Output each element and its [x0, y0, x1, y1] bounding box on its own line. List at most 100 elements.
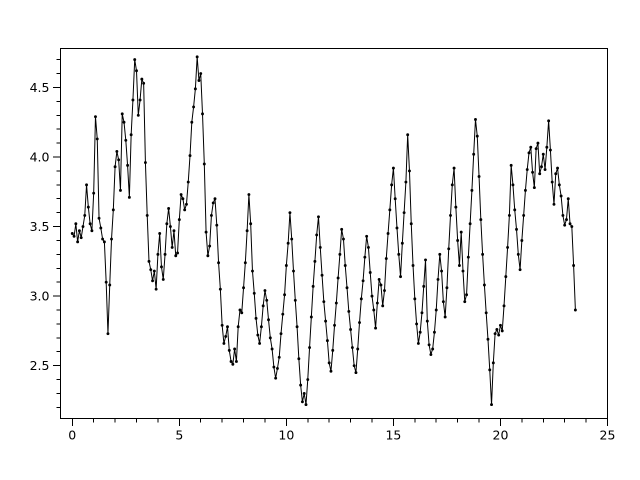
- data-point: [377, 277, 381, 281]
- data-point: [145, 213, 149, 217]
- data-point: [120, 112, 124, 116]
- data-point: [529, 145, 533, 149]
- data-point: [179, 193, 183, 196]
- data-point: [450, 183, 454, 187]
- data-point: [572, 264, 576, 267]
- data-point: [197, 79, 201, 82]
- y-axis-tick-label: 3.5: [30, 219, 50, 234]
- data-point: [573, 308, 577, 312]
- data-point: [568, 222, 572, 226]
- data-point: [288, 211, 292, 215]
- data-point: [202, 162, 206, 166]
- data-point: [297, 357, 301, 361]
- data-point: [531, 170, 535, 174]
- data-point: [434, 308, 438, 312]
- data-point: [138, 98, 142, 102]
- data-point: [92, 191, 96, 195]
- data-point: [160, 265, 163, 269]
- data-point: [193, 87, 197, 91]
- data-point: [447, 247, 451, 251]
- data-point: [420, 311, 424, 315]
- data-point: [481, 252, 485, 256]
- data-point: [124, 138, 128, 142]
- data-point: [188, 154, 192, 158]
- data-point: [318, 245, 322, 249]
- data-point: [350, 346, 354, 350]
- data-point: [388, 208, 392, 212]
- data-point: [242, 286, 245, 290]
- data-point: [393, 197, 397, 201]
- data-point: [390, 183, 394, 187]
- data-point: [561, 213, 565, 217]
- data-point: [343, 264, 347, 267]
- data-point: [293, 298, 297, 302]
- data-point: [265, 298, 269, 302]
- data-point: [375, 301, 379, 305]
- data-point: [399, 275, 402, 279]
- x-axis-tick-label: 10: [278, 428, 294, 443]
- data-point: [363, 255, 367, 259]
- data-point: [256, 333, 260, 337]
- data-point: [516, 252, 520, 256]
- data-point: [268, 336, 272, 340]
- data-point: [548, 148, 552, 152]
- data-point: [274, 376, 278, 380]
- data-point: [415, 322, 419, 326]
- data-point: [493, 332, 497, 336]
- data-point: [113, 165, 117, 169]
- data-point: [520, 239, 524, 242]
- data-point: [70, 232, 74, 235]
- data-point: [204, 230, 208, 234]
- data-point: [322, 300, 326, 304]
- data-point: [523, 188, 527, 192]
- data-point: [90, 229, 94, 233]
- data-point: [126, 163, 130, 167]
- data-point: [513, 208, 517, 212]
- data-point: [309, 315, 313, 319]
- data-point: [99, 226, 103, 230]
- data-point: [431, 347, 435, 351]
- data-point: [429, 353, 433, 356]
- data-point: [397, 252, 401, 256]
- data-point: [201, 112, 204, 116]
- data-point: [279, 332, 283, 336]
- data-point: [461, 269, 465, 273]
- data-point: [365, 234, 369, 238]
- data-point: [538, 172, 542, 176]
- data-point: [474, 117, 477, 121]
- data-point: [541, 152, 545, 156]
- data-point: [222, 341, 226, 345]
- data-point: [470, 188, 474, 192]
- data-point: [108, 283, 112, 287]
- data-point: [499, 323, 502, 327]
- data-point: [317, 215, 320, 219]
- data-point: [254, 316, 258, 320]
- data-point: [324, 319, 328, 323]
- data-point: [566, 197, 570, 201]
- data-point: [547, 119, 551, 123]
- data-point: [277, 355, 281, 359]
- data-point: [472, 152, 476, 156]
- data-point: [286, 241, 290, 245]
- x-axis-tick-label: 25: [600, 428, 616, 443]
- data-point: [270, 347, 274, 351]
- data-point: [384, 257, 388, 260]
- data-point: [459, 230, 463, 234]
- data-point: [347, 309, 351, 313]
- data-point: [231, 362, 235, 366]
- data-point: [557, 183, 561, 187]
- data-point: [554, 172, 558, 176]
- data-point: [361, 279, 365, 283]
- data-point: [186, 180, 190, 184]
- data-point: [349, 328, 353, 331]
- data-point: [432, 330, 436, 334]
- data-point: [86, 205, 90, 209]
- data-point: [443, 315, 447, 319]
- data-point: [452, 166, 456, 170]
- data-point: [563, 223, 567, 227]
- data-point: [83, 213, 87, 217]
- data-point: [304, 403, 308, 407]
- data-point: [156, 252, 160, 256]
- data-point: [506, 245, 510, 249]
- x-axis-tick-label: 5: [175, 428, 183, 443]
